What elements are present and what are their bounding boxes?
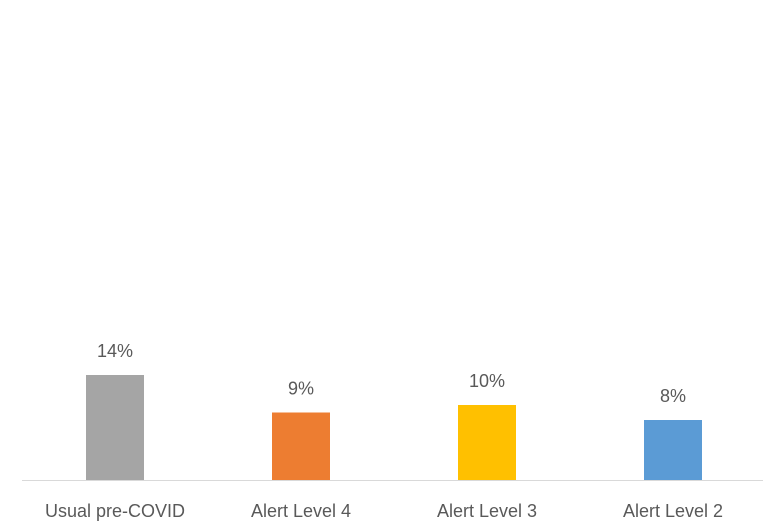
- bar: [272, 412, 330, 480]
- bar: [458, 405, 516, 480]
- data-label: 8%: [660, 386, 686, 406]
- data-label: 10%: [469, 371, 505, 391]
- data-label: 14%: [97, 341, 133, 361]
- x-tick-label: Usual pre-COVID: [45, 501, 185, 521]
- data-label: 9%: [288, 378, 314, 398]
- x-tick-label: Alert Level 4: [251, 501, 351, 521]
- bar: [644, 420, 702, 480]
- bar: [86, 375, 144, 480]
- x-tick-label: Alert Level 3: [437, 501, 537, 521]
- x-tick-label: Alert Level 2: [623, 501, 723, 521]
